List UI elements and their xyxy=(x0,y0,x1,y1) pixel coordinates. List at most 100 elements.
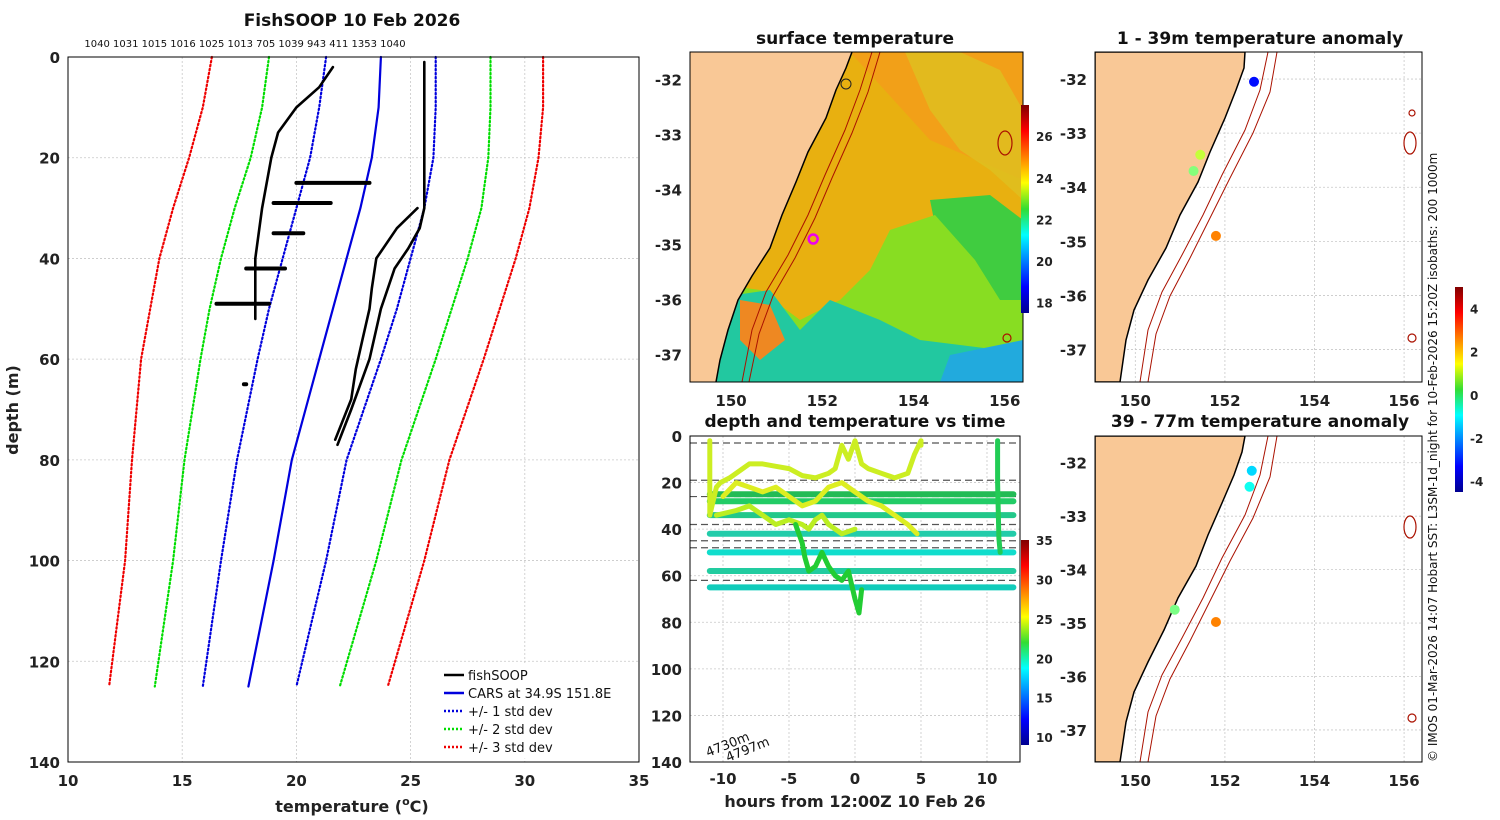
profile-line xyxy=(386,55,545,688)
legend-fishsoop: fishSOOP xyxy=(468,669,528,684)
profile-x-tick: 25 xyxy=(400,772,421,790)
time-x-tick: -10 xyxy=(709,770,736,788)
profile-title: FishSOOP 10 Feb 2026 xyxy=(244,11,461,31)
time-y-tick: 60 xyxy=(661,568,682,586)
time-y-tick: 140 xyxy=(651,754,682,772)
time-colorbar-tick: 10 xyxy=(1036,731,1053,745)
anomaly-deep-isobath-1000 xyxy=(1147,436,1278,762)
anomaly-colorbar-ticks: 4 2 0 -2 -4 xyxy=(1470,303,1483,490)
sst-y-tick: -36 xyxy=(655,292,682,310)
anomaly-shallow-panel: 1 - 39m temperature anomaly 150 152 154 156… xyxy=(1060,29,1423,410)
anomaly-shallow-x-ticks: 150 152 154 156 xyxy=(1120,392,1420,410)
anomaly-shallow-isobath-200 xyxy=(1139,52,1269,382)
time-y-tick: 80 xyxy=(661,614,682,632)
anomaly-shallow-y-tick: -35 xyxy=(1060,233,1087,251)
anomaly-shallow-seamount xyxy=(1403,131,1417,155)
anomaly-deep-point xyxy=(1169,604,1180,615)
time-colorbar xyxy=(1021,540,1029,745)
anomaly-deep-seamount-south xyxy=(1407,713,1417,723)
anomaly-deep-grid xyxy=(1095,436,1422,762)
time-plot-area xyxy=(690,436,1020,762)
sst-cars-location xyxy=(807,233,819,245)
anomaly-shallow-y-tick: -34 xyxy=(1060,179,1087,197)
sst-y-tick: -32 xyxy=(655,72,682,90)
anomaly-shallow-seamount-south xyxy=(1407,333,1417,343)
anomaly-colorbar-tick: 2 xyxy=(1470,346,1478,360)
legend-1std: +/- 1 std dev xyxy=(468,705,553,720)
profile-y-tick: 0 xyxy=(50,49,60,67)
sst-title: surface temperature xyxy=(756,29,954,49)
time-y-ticks: 0 20 40 60 80 100 120 140 xyxy=(651,428,682,772)
anomaly-shallow-point xyxy=(1210,230,1221,241)
anomaly-deep-y-tick: -33 xyxy=(1060,508,1087,526)
sst-coastline xyxy=(715,52,853,382)
x-label-degree: o xyxy=(402,795,410,808)
time-x-tick: 5 xyxy=(916,770,926,788)
time-trace xyxy=(793,522,865,616)
profile-line xyxy=(333,206,419,442)
anomaly-deep-point xyxy=(1244,481,1255,492)
sst-colorbar-tick: 18 xyxy=(1036,297,1053,311)
time-y-tick: 40 xyxy=(661,521,682,539)
profile-x-tick: 15 xyxy=(172,772,193,790)
sst-y-tick: -33 xyxy=(655,127,682,145)
profile-y-ticks: 0 20 40 60 80 100 120 140 xyxy=(29,49,60,772)
anomaly-shallow-map xyxy=(1095,52,1422,382)
sst-y-ticks: -32 -33 -34 -35 -36 -37 xyxy=(655,72,682,365)
anomaly-shallow-x-tick: 156 xyxy=(1388,392,1419,410)
time-y-tick: 100 xyxy=(651,661,682,679)
anomaly-deep-y-tick: -32 xyxy=(1060,455,1087,473)
anomaly-shallow-point xyxy=(1249,76,1260,87)
anomaly-deep-point xyxy=(1210,616,1221,627)
anomaly-deep-panel: 39 - 77m temperature anomaly 150 152 154 15… xyxy=(1060,287,1483,790)
side-caption: © IMOS 01-Mar-2026 14:07 Hobart SST: L3S… xyxy=(1426,153,1440,762)
sst-colorbar-tick: 24 xyxy=(1036,172,1053,186)
profile-line xyxy=(153,55,271,688)
anomaly-shallow-x-tick: 154 xyxy=(1299,392,1330,410)
anomaly-shallow-title: 1 - 39m temperature anomaly xyxy=(1117,29,1403,49)
anomaly-shallow-point xyxy=(1188,166,1199,177)
anomaly-deep-x-tick: 152 xyxy=(1209,772,1240,790)
time-colorbar-tick: 25 xyxy=(1036,613,1053,627)
sst-seamount-south xyxy=(1002,333,1012,343)
profile-y-tick: 120 xyxy=(29,653,60,671)
time-traces xyxy=(707,438,1003,616)
profile-x-tick: 10 xyxy=(58,772,79,790)
anomaly-deep-frame xyxy=(1094,435,1423,763)
profile-line xyxy=(338,55,492,688)
sst-land xyxy=(690,52,852,382)
anomaly-deep-y-tick: -36 xyxy=(1060,668,1087,686)
x-label-text: temperature ( xyxy=(275,797,402,816)
profile-x-label: temperature (oC) xyxy=(275,795,428,816)
profile-line xyxy=(254,65,335,321)
anomaly-colorbar xyxy=(1455,287,1463,492)
time-trace xyxy=(995,438,1003,555)
anomaly-shallow-y-tick: -36 xyxy=(1060,287,1087,305)
sst-patch-cold xyxy=(940,340,1023,382)
profile-line xyxy=(247,55,382,688)
sst-map xyxy=(690,52,1023,382)
sst-patch-ne xyxy=(905,52,1023,200)
anomaly-deep-y-tick: -35 xyxy=(1060,615,1087,633)
anomaly-deep-title: 39 - 77m temperature anomaly xyxy=(1111,412,1409,432)
sst-eddy xyxy=(740,300,785,360)
time-colorbar-tick: 35 xyxy=(1036,534,1053,548)
sst-colorbar-tick: 20 xyxy=(1036,255,1053,269)
anomaly-deep-x-tick: 156 xyxy=(1388,772,1419,790)
anomaly-shallow-y-ticks: -32 -33 -34 -35 -36 -37 xyxy=(1060,71,1087,359)
anomaly-deep-x-tick: 154 xyxy=(1299,772,1330,790)
time-colorbar-tick: 20 xyxy=(1036,652,1053,666)
sst-x-ticks: 150 152 154 156 xyxy=(715,392,1020,410)
sst-y-tick: -37 xyxy=(655,347,682,365)
profile-drop-depths: 1040 1031 1015 1016 1025 1013 705 1039 9… xyxy=(84,39,405,50)
sst-colorbar-ticks: 18 20 22 24 26 xyxy=(1036,130,1053,310)
time-x-tick: 10 xyxy=(977,770,998,788)
anomaly-shallow-points xyxy=(1188,76,1260,241)
legend-3std: +/- 3 std dev xyxy=(468,741,553,756)
profile-y-tick: 100 xyxy=(29,553,60,571)
profile-line xyxy=(107,55,213,688)
legend-2std: +/- 2 std dev xyxy=(468,723,553,738)
time-frame xyxy=(689,435,1021,763)
anomaly-deep-point xyxy=(1246,465,1257,476)
